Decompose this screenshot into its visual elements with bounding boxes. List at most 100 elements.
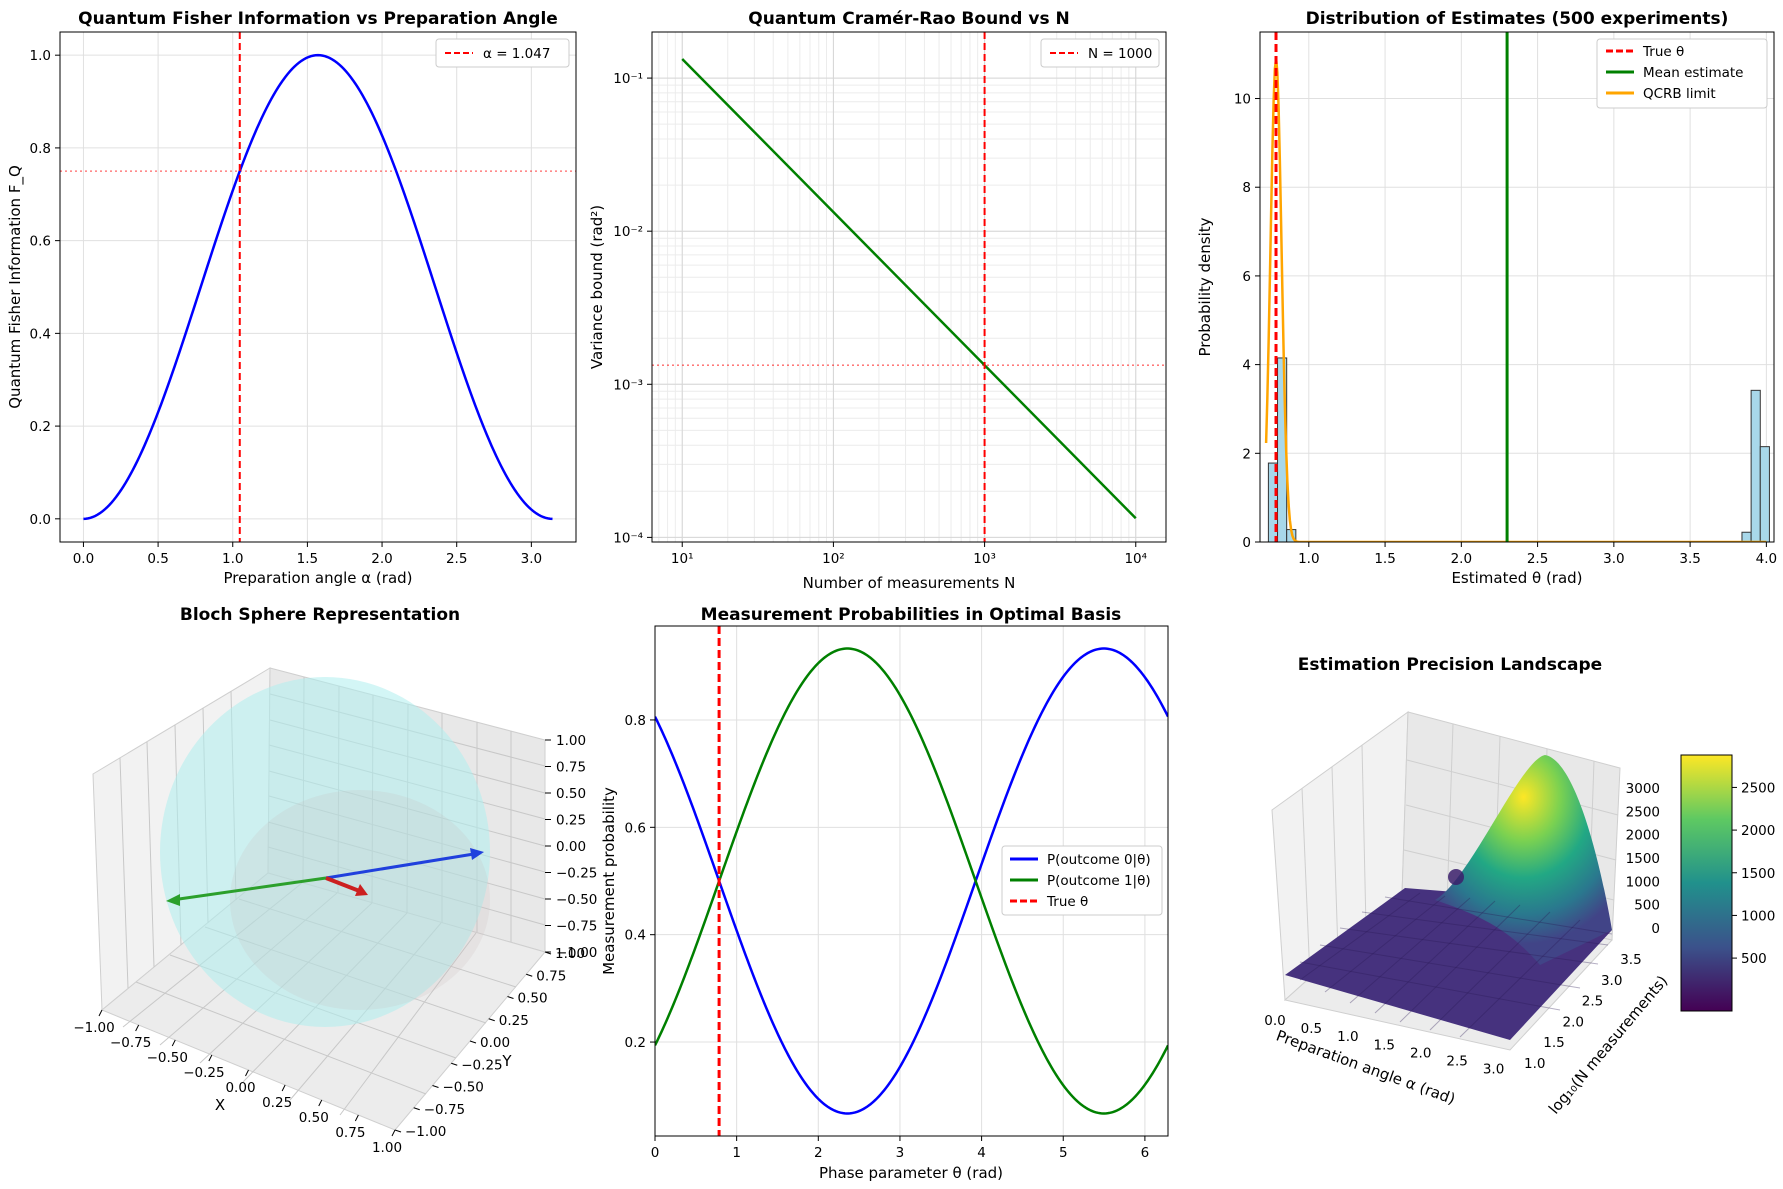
p6-ztick-label: 3000 — [1626, 781, 1660, 797]
p2-xtick-label: 10² — [822, 551, 845, 567]
p4-3d-box — [92, 667, 546, 1131]
p3-legend: True θ Mean estimate QCRB limit — [1596, 38, 1768, 109]
p6-surface-peak — [1435, 755, 1612, 965]
p4-xtick-label: −0.25 — [183, 1065, 224, 1081]
p3-xtick-label: 2.5 — [1527, 551, 1548, 567]
p2-frame — [651, 31, 1167, 543]
p4-ytick-label: −1.00 — [405, 1124, 446, 1140]
p4-ztick-label: −1.00 — [556, 945, 597, 961]
p4-ytick-label: 0.00 — [480, 1035, 510, 1051]
p4-ytick-mark — [413, 1107, 420, 1111]
p3-legend-box — [1596, 38, 1768, 109]
p3-hist-bar — [1750, 389, 1761, 542]
p4-xtick-mark — [135, 1024, 140, 1032]
p5-legend-outcome0: P(outcome 0|θ) — [1047, 852, 1151, 868]
p4-ytick-mark — [526, 973, 533, 977]
p4-ztick-label: 0.00 — [556, 839, 586, 855]
p6-colorbar-ticks: 500 1000 1500 2000 2500 — [1732, 780, 1775, 967]
p1-ytick-label: 0.0 — [30, 512, 51, 528]
p1-xtick-label: 1.0 — [222, 551, 243, 567]
p5-ytick-label: 0.2 — [625, 1035, 646, 1051]
p5-series-outcome0 — [655, 647, 1168, 1115]
p5-ylabel: Measurement probability — [600, 787, 618, 975]
p1-xtick-label: 2.5 — [446, 551, 467, 567]
p4-xlabel: X — [215, 1096, 225, 1114]
p6-ztick-label: 500 — [1634, 898, 1660, 914]
p1-xtick-label: 2.0 — [371, 551, 392, 567]
p1-ytick-label: 0.8 — [30, 141, 51, 157]
p6-xlabel: Preparation angle α (rad) — [1274, 1027, 1458, 1109]
p5-ytick-label: 0.8 — [625, 713, 646, 729]
p3-legend-mean: Mean estimate — [1643, 65, 1743, 81]
p1-ytick-label: 0.2 — [30, 419, 51, 435]
p3-xtick-label: 3.0 — [1603, 551, 1624, 567]
p4-xtick-label: −0.50 — [147, 1050, 188, 1066]
p6-xtick-label: 2.0 — [1410, 1045, 1431, 1061]
p4-ztick-label: 0.25 — [556, 813, 586, 829]
p4-ytick-mark — [507, 996, 514, 999]
p4-ztick-label: −0.25 — [556, 866, 597, 882]
p1-ylabel: Quantum Fisher Information F_Q — [6, 165, 25, 409]
p4-xtick-label: −1.00 — [73, 1020, 114, 1036]
p6-colorbar-tick-label: 1500 — [1741, 866, 1775, 882]
p2-xtick-label: 10¹ — [671, 551, 694, 567]
p4-xtick-label: 1.00 — [372, 1140, 402, 1156]
p6-ytick-label: 2.0 — [1562, 1014, 1583, 1030]
panel-landscape: Estimation Precision Landscape 500 1000 15… — [1264, 655, 1775, 1118]
p4-ylabel: Y — [501, 1052, 512, 1070]
p3-ytick-label: 0 — [1242, 535, 1251, 551]
p3-xtick-label: 1.0 — [1298, 551, 1319, 567]
p5-xtick-label: 6 — [1141, 1145, 1150, 1161]
p4-vector-green-head — [166, 894, 180, 906]
p4-title: Bloch Sphere Representation — [180, 605, 460, 625]
p4-xtick-mark — [391, 1129, 396, 1137]
p4-ytick-mark — [469, 1040, 477, 1044]
p1-ytick-label: 0.4 — [30, 326, 51, 342]
p1-legend-box — [435, 38, 570, 68]
p2-ytick-label: 10⁻¹ — [613, 71, 643, 87]
p3-legend-true: True θ — [1642, 44, 1684, 60]
p6-colorbar-tick-label: 500 — [1741, 951, 1767, 967]
p6-xtick-label: 1.0 — [1337, 1029, 1358, 1045]
p4-vector-blue — [325, 851, 481, 880]
p4-xtick-label: 0.75 — [335, 1125, 365, 1141]
p6-colorbar — [1680, 754, 1733, 1012]
p4-vector-red-head — [355, 884, 368, 896]
p6-xtick-label: 1.5 — [1374, 1037, 1395, 1053]
p4-xtick-label: 0.25 — [262, 1095, 292, 1111]
p1-legend-label: α = 1.047 — [483, 46, 550, 62]
p4-ytick-label: 0.50 — [518, 991, 548, 1007]
panel-qcrb: Quantum Cramér-Rao Bound vs N 10¹ 10² 10³ 1… — [588, 9, 1167, 592]
panel-probabilities: Measurement Probabilities in Optimal Bas… — [600, 605, 1169, 1182]
p2-legend: N = 1000 — [1040, 38, 1160, 68]
p3-xticks: 1.0 1.5 2.0 2.5 3.0 3.5 4.0 — [1298, 542, 1777, 567]
p3-xtick-label: 1.5 — [1374, 551, 1395, 567]
p6-colorbar-tick-label: 2500 — [1741, 780, 1775, 796]
p3-histogram — [1267, 357, 1770, 542]
p6-ztick-label: 2500 — [1626, 804, 1660, 820]
p2-qcrb-line — [681, 58, 1137, 520]
p4-ytick-mark — [488, 1018, 495, 1022]
p4-ztick-label: 0.75 — [556, 760, 586, 776]
p4-ytick-label: 1.00 — [555, 946, 585, 962]
p6-colorbar-tick-label: 2000 — [1741, 823, 1775, 839]
p4-ztick-label: 0.50 — [556, 786, 586, 802]
p4-xtick-mark — [245, 1069, 249, 1077]
p6-ytick-label: 1.0 — [1524, 1056, 1545, 1072]
p4-ytick-mark — [394, 1129, 402, 1133]
p1-ytick-label: 1.0 — [30, 48, 51, 64]
p4-ytick-label: −0.75 — [424, 1102, 465, 1118]
p4-ytick-label: 0.75 — [536, 968, 566, 984]
p1-ytick-label: 0.6 — [30, 234, 51, 250]
p3-ytick-label: 4 — [1242, 358, 1251, 374]
p2-xlabel: Number of measurements N — [803, 574, 1016, 592]
p5-xtick-label: 4 — [977, 1145, 986, 1161]
p4-sphere — [160, 677, 490, 1027]
p3-title: Distribution of Estimates (500 experimen… — [1306, 9, 1729, 29]
p5-legend: P(outcome 0|θ) P(outcome 1|θ) True θ — [1001, 845, 1163, 916]
p6-ytick-label: 3.0 — [1601, 973, 1622, 989]
p4-ytick-mark — [451, 1062, 458, 1066]
p4-ytick-label: −0.25 — [461, 1057, 502, 1073]
p6-ytick-label: 1.5 — [1543, 1035, 1564, 1051]
p5-xtick-label: 1 — [732, 1145, 741, 1161]
